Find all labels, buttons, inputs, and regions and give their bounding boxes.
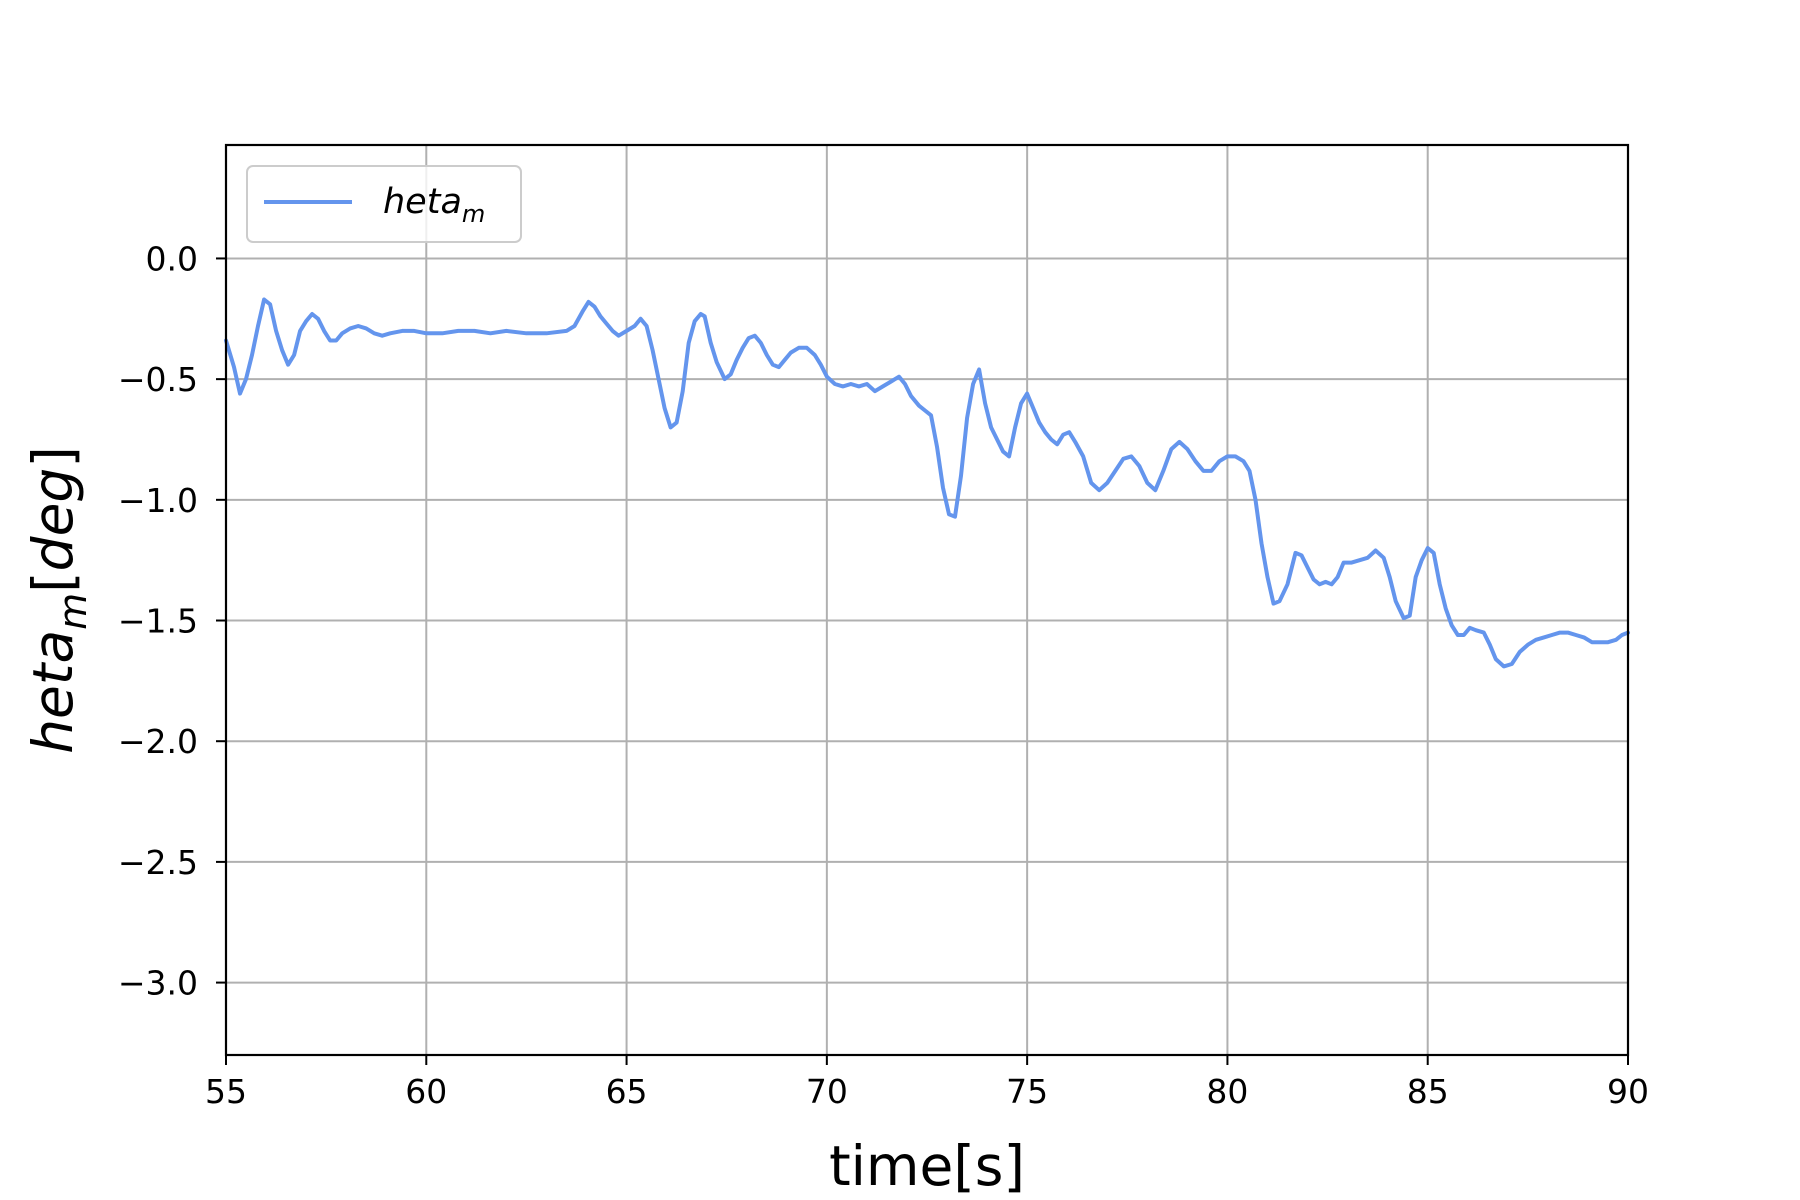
x-tick-label: 70 — [806, 1072, 848, 1111]
y-tick-label: −0.5 — [118, 360, 198, 399]
legend: hetam — [246, 165, 522, 243]
series-group — [224, 297, 1630, 669]
y-tick-label: −1.0 — [118, 481, 198, 520]
legend-label-sub: m — [462, 200, 485, 228]
legend-label: hetam — [383, 182, 485, 228]
x-tick-label: 75 — [1006, 1072, 1048, 1111]
legend-box — [246, 165, 522, 243]
legend-label-main: heta — [383, 182, 462, 222]
x-tick-label: 65 — [606, 1072, 648, 1111]
y-axis-label-sub: m — [51, 593, 95, 630]
y-axis-label-main: heta — [21, 630, 85, 754]
series-line — [224, 297, 1630, 669]
y-tick-label: −3.0 — [118, 964, 198, 1003]
x-tick-label: 60 — [405, 1072, 447, 1111]
y-tick-label: −2.5 — [118, 843, 198, 882]
y-tick-label: −2.0 — [118, 722, 198, 761]
y-tick-label: −1.5 — [118, 602, 198, 641]
y-axis-label: hetam[deg] — [21, 446, 95, 754]
x-tick-label: 80 — [1206, 1072, 1248, 1111]
x-tick-label: 55 — [205, 1072, 247, 1111]
y-axis-label-suffix: [deg] — [21, 446, 85, 593]
x-axis-label: time[s] — [829, 1134, 1025, 1198]
ticks: 55 60 65 70 75 80 85 90 0.0 −0.5 −1.0 −1.5 −2.0 −2.5 −… — [118, 239, 1649, 1111]
axes-frame — [224, 143, 1630, 1057]
x-tick-label: 85 — [1407, 1072, 1449, 1111]
x-tick-label: 90 — [1607, 1072, 1649, 1111]
y-tick-label: 0.0 — [146, 239, 198, 278]
